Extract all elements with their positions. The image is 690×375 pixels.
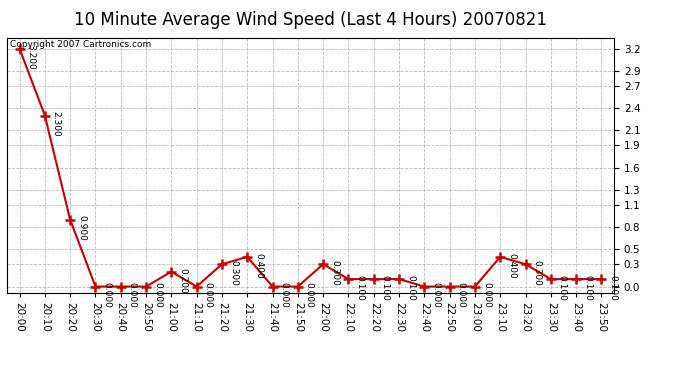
Text: 0.100: 0.100 — [609, 275, 618, 301]
Text: 0.000: 0.000 — [128, 282, 137, 308]
Text: 0.300: 0.300 — [330, 260, 339, 286]
Text: 0.400: 0.400 — [507, 253, 516, 278]
Text: 0.100: 0.100 — [406, 275, 415, 301]
Text: 0.200: 0.200 — [178, 267, 187, 293]
Text: 0.000: 0.000 — [305, 282, 314, 308]
Text: 0.000: 0.000 — [102, 282, 111, 308]
Text: 2.300: 2.300 — [52, 111, 61, 137]
Text: 0.100: 0.100 — [558, 275, 566, 301]
Text: 0.000: 0.000 — [457, 282, 466, 308]
Text: 10 Minute Average Wind Speed (Last 4 Hours) 20070821: 10 Minute Average Wind Speed (Last 4 Hou… — [74, 11, 547, 29]
Text: 0.300: 0.300 — [229, 260, 238, 286]
Text: 0.900: 0.900 — [77, 216, 86, 242]
Text: 0.100: 0.100 — [583, 275, 592, 301]
Text: 0.000: 0.000 — [279, 282, 288, 308]
Text: 0.400: 0.400 — [254, 253, 263, 278]
Text: 0.000: 0.000 — [204, 282, 213, 308]
Text: 3.200: 3.200 — [26, 45, 35, 70]
Text: 0.000: 0.000 — [482, 282, 491, 308]
Text: 0.000: 0.000 — [153, 282, 162, 308]
Text: 0.000: 0.000 — [431, 282, 440, 308]
Text: 0.100: 0.100 — [355, 275, 364, 301]
Text: 0.100: 0.100 — [381, 275, 390, 301]
Text: 0.300: 0.300 — [533, 260, 542, 286]
Text: Copyright 2007 Cartronics.com: Copyright 2007 Cartronics.com — [10, 40, 151, 49]
